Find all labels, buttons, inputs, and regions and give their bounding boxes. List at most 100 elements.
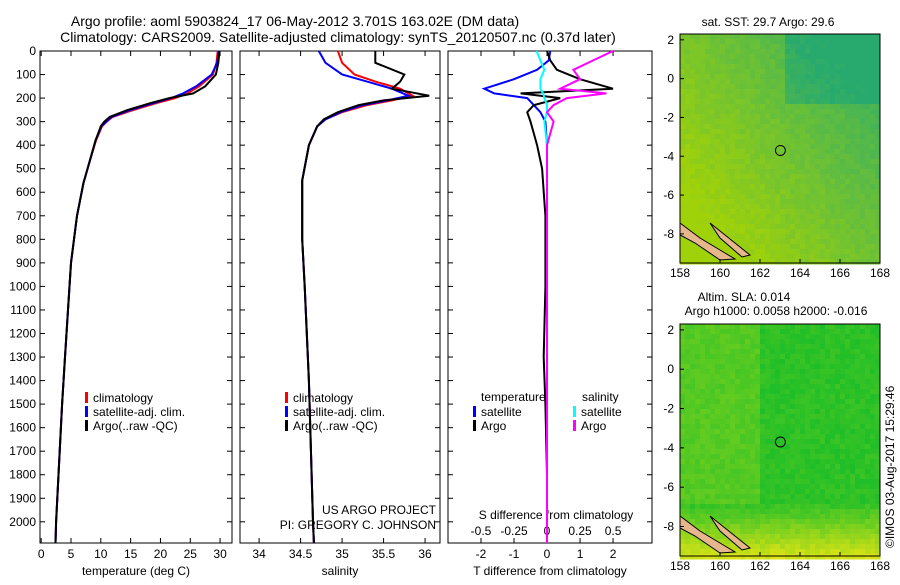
map-cell <box>730 464 736 470</box>
map-cell <box>755 399 761 405</box>
map-cell <box>785 439 791 445</box>
map-cell <box>750 539 756 545</box>
map-cell <box>770 214 776 220</box>
map-cell <box>720 334 726 340</box>
x-tick-label: 0 <box>544 547 551 561</box>
map-cell <box>720 434 726 440</box>
map-cell <box>805 34 811 40</box>
map-cell <box>680 479 686 485</box>
map-cell <box>805 254 811 260</box>
map-cell <box>860 504 866 510</box>
map-cell <box>815 69 821 75</box>
map-cell <box>700 189 706 195</box>
map-cell <box>850 379 856 385</box>
map-cell <box>690 464 696 470</box>
map-cell <box>795 179 801 185</box>
map-cell <box>780 534 786 540</box>
map-cell <box>745 234 751 240</box>
map-cell <box>805 544 811 550</box>
map-cell <box>685 49 691 55</box>
map-cell <box>840 164 846 170</box>
map-cell <box>785 154 791 160</box>
map-cell <box>805 529 811 535</box>
map-cell <box>850 84 856 90</box>
map-cell <box>775 234 781 240</box>
map-cell <box>840 209 846 215</box>
map-cell <box>720 509 726 515</box>
map-cell <box>830 44 836 50</box>
map-cell <box>710 254 716 260</box>
map-cell <box>740 399 746 405</box>
map-cell <box>770 199 776 205</box>
legend-swatch <box>473 420 476 431</box>
map-cell <box>865 514 871 520</box>
map-cell <box>765 454 771 460</box>
map-cell <box>680 329 686 335</box>
pi-credit: PI: GREGORY C. JOHNSON <box>280 518 436 532</box>
map-cell <box>680 144 686 150</box>
map-cell <box>775 434 781 440</box>
map-cell <box>830 189 836 195</box>
map-cell <box>800 74 806 80</box>
map-cell <box>800 219 806 225</box>
map-cell <box>845 369 851 375</box>
map-cell <box>845 54 851 60</box>
map-cell <box>685 144 691 150</box>
map-cell <box>830 134 836 140</box>
map-cell <box>780 64 786 70</box>
map-cell <box>680 554 686 560</box>
map-cell <box>865 454 871 460</box>
map-cell <box>845 469 851 475</box>
map-cell <box>715 214 721 220</box>
map-cell <box>805 69 811 75</box>
map-cell <box>735 424 741 430</box>
map-cell <box>815 354 821 360</box>
map-cell <box>855 224 861 230</box>
map-cell <box>830 379 836 385</box>
map-cell <box>875 134 881 140</box>
map-cell <box>725 49 731 55</box>
map-cell <box>760 179 766 185</box>
map-cell <box>845 164 851 170</box>
map-cell <box>770 439 776 445</box>
map-cell <box>840 174 846 180</box>
map-cell <box>765 499 771 505</box>
map-cell <box>830 469 836 475</box>
map-cell <box>700 99 706 105</box>
map-cell <box>705 329 711 335</box>
map-cell <box>720 259 726 265</box>
map-cell <box>725 374 731 380</box>
map-cell <box>705 344 711 350</box>
map-cell <box>790 379 796 385</box>
map-cell <box>730 89 736 95</box>
map-cell <box>720 154 726 160</box>
map-cell <box>850 124 856 130</box>
map-cell <box>830 214 836 220</box>
map-cell <box>810 464 816 470</box>
map-cell <box>870 439 876 445</box>
map-cell <box>850 494 856 500</box>
map-cell <box>860 374 866 380</box>
map-cell <box>770 114 776 120</box>
map-cell <box>815 534 821 540</box>
map-cell <box>810 94 816 100</box>
map-cell <box>795 434 801 440</box>
map-cell <box>685 404 691 410</box>
map-cell <box>850 104 856 110</box>
map-cell <box>690 214 696 220</box>
legend-swatch <box>285 406 288 417</box>
map-cell <box>785 364 791 370</box>
map-cell <box>800 239 806 245</box>
map-cell <box>865 364 871 370</box>
map-cell <box>760 219 766 225</box>
map-cell <box>765 544 771 550</box>
map-cell <box>860 79 866 85</box>
map-cell <box>730 334 736 340</box>
map-cell <box>695 149 701 155</box>
map-cell <box>870 534 876 540</box>
map-cell <box>735 254 741 260</box>
map-cell <box>725 449 731 455</box>
map-cell <box>865 199 871 205</box>
map-cell <box>710 394 716 400</box>
map-cell <box>760 424 766 430</box>
